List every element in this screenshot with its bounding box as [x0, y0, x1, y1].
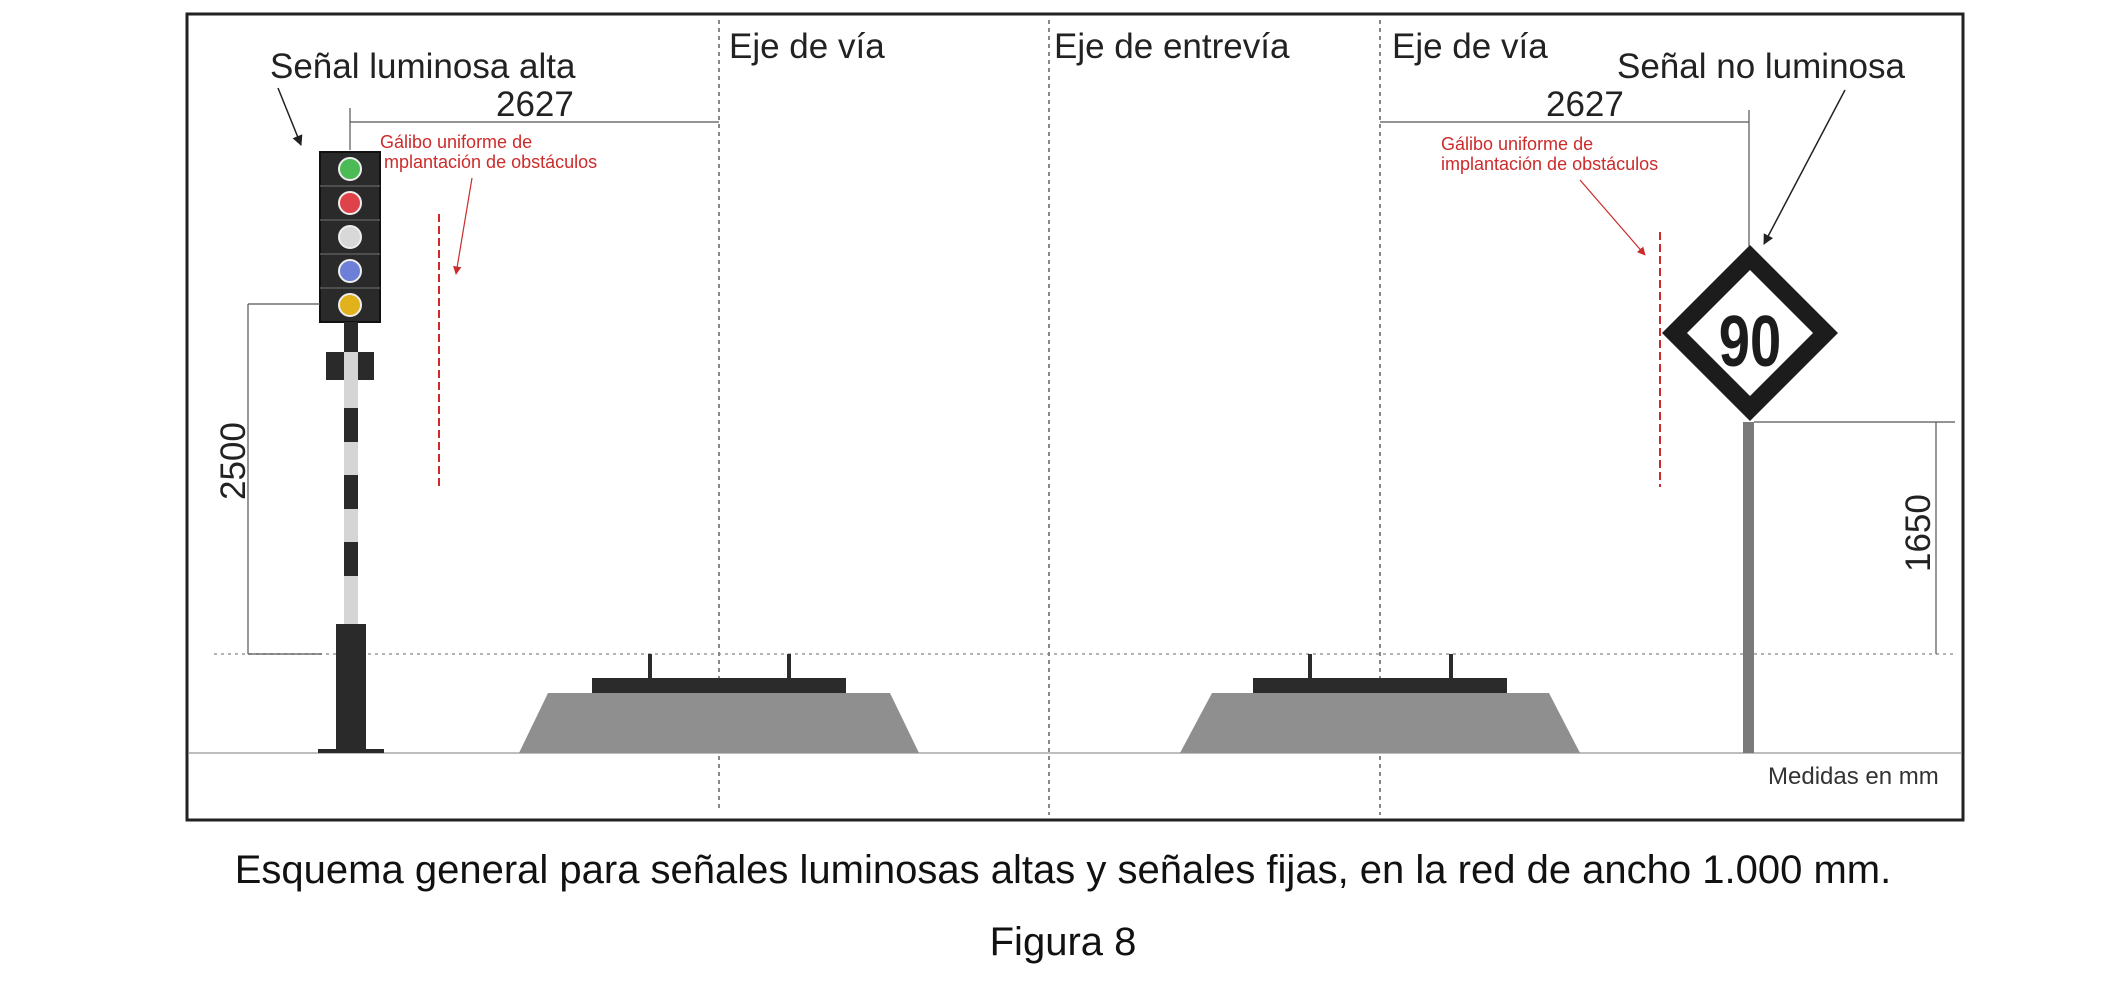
units-note: Medidas en mm	[1768, 763, 1939, 790]
speed-sign-plate-inner	[1687, 270, 1813, 396]
figure-caption: Esquema general para señales luminosas a…	[234, 848, 1892, 892]
sleeper-right	[1253, 678, 1507, 693]
track-left	[519, 654, 919, 753]
dimension-right-vertical: 1650	[1899, 494, 1938, 572]
light-signal	[318, 151, 384, 753]
gauge-right-leader	[1579, 179, 1646, 256]
dimension-left-horizontal: 2627	[496, 85, 574, 124]
gauge-left-label-line1: Gálibo uniforme de	[380, 132, 532, 152]
lamp-white	[338, 225, 362, 249]
gauge-right-label-line2: implantación de obstáculos	[1441, 154, 1658, 174]
lamp-green	[338, 157, 362, 181]
track-axis-right-label: Eje de vía	[1392, 27, 1548, 66]
ballast-right	[1180, 693, 1580, 753]
light-signal-leader	[277, 87, 303, 146]
ballast-left	[519, 693, 919, 753]
speed-sign: 90	[1662, 245, 1838, 753]
figure-number: Figura 8	[989, 920, 1137, 964]
speed-sign-value: 90	[1719, 301, 1781, 381]
speed-sign-post	[1743, 422, 1754, 753]
between-tracks-axis-label: Eje de entrevía	[1054, 27, 1290, 66]
lamp-yellow	[338, 293, 362, 317]
diagram-frame	[185, 12, 1965, 822]
gauge-right-label-line1: Gálibo uniforme de	[1441, 134, 1593, 154]
lamp-blue	[338, 259, 362, 283]
signal-base	[336, 624, 366, 751]
track-right	[1180, 654, 1580, 753]
non-light-signal-label: Señal no luminosa	[1617, 47, 1905, 86]
track-axis-left-label: Eje de vía	[729, 27, 885, 66]
sleeper-left	[592, 678, 846, 693]
signal-mast	[344, 322, 358, 627]
non-light-signal-leader	[1763, 89, 1846, 245]
dimension-left-vertical: 2500	[214, 422, 253, 500]
gauge-left-label-line2: mplantación de obstáculos	[384, 152, 597, 172]
light-signal-label: Señal luminosa alta	[270, 47, 576, 86]
lamp-red	[338, 191, 362, 215]
dimension-right-horizontal: 2627	[1546, 85, 1624, 124]
gauge-left-leader	[453, 177, 473, 275]
